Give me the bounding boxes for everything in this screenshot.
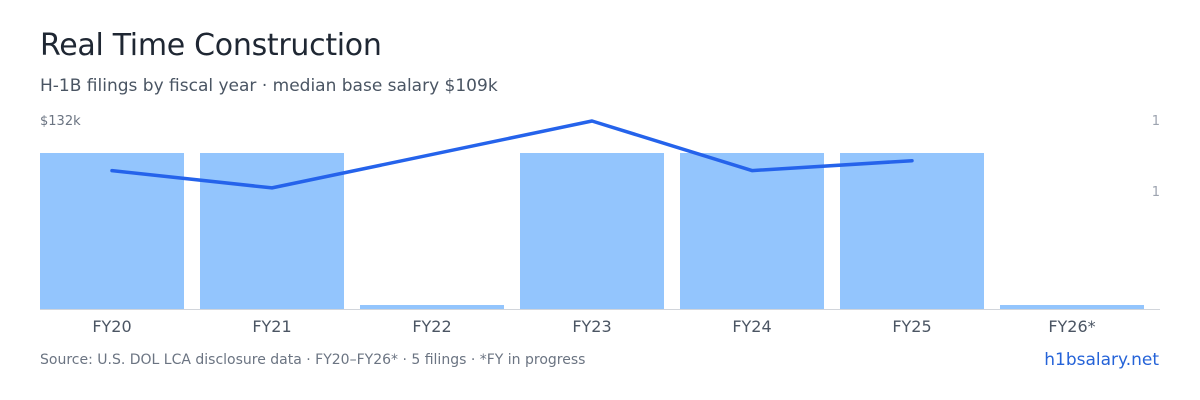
salary-line [110,119,914,190]
source-note: Source: U.S. DOL LCA disclosure data · F… [40,352,586,368]
bar-fy25 [840,153,984,309]
bar-fy22 [360,305,504,309]
x-tick-label: FY22 [412,317,451,336]
x-tick-label: FY23 [572,317,611,336]
x-tick-label: FY24 [732,317,771,336]
bar-fy26-partial [1000,305,1144,309]
bar-fy24 [680,153,824,309]
x-tick-label: FY25 [892,317,931,336]
chart-title: Real Time Construction [40,28,382,63]
bar-fy23 [520,153,664,309]
x-tick-label: FY21 [252,317,291,336]
chart-subtitle: H-1B filings by fiscal year · median bas… [40,76,498,96]
right-axis-tick: 1 [1152,185,1160,200]
right-axis-tick: 1 [1152,114,1160,129]
left-axis-label: $132k [40,114,81,129]
x-tick-label: FY20 [92,317,131,336]
brand-link[interactable]: h1bsalary.net [1044,350,1159,370]
x-tick-label: FY26* [1048,317,1095,336]
bar-fy20 [40,153,184,309]
